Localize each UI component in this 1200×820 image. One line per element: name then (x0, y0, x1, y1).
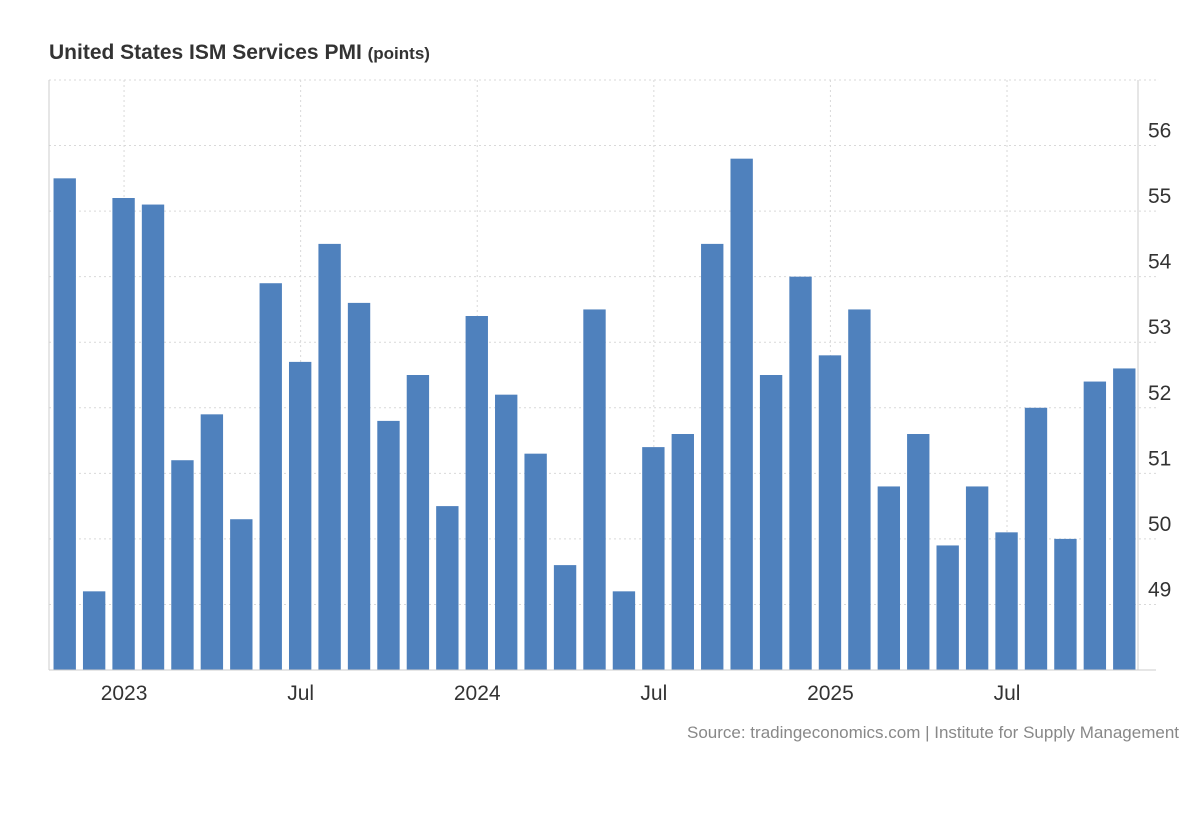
chart-title: United States ISM Services PMI (points) (49, 41, 430, 64)
x-tick-label: 2025 (807, 682, 854, 705)
bar (288, 361, 312, 670)
bar (995, 532, 1018, 670)
y-axis-ticks: 49 50 51 52 53 54 55 56 (1148, 120, 1172, 602)
bar (642, 447, 665, 670)
bar (436, 506, 459, 670)
bar (377, 420, 400, 670)
bar (612, 591, 636, 670)
bar (524, 453, 547, 670)
y-tick-label: 54 (1148, 251, 1172, 274)
x-tick-label: Jul (994, 682, 1021, 705)
bar (141, 204, 165, 671)
bars (53, 158, 1136, 671)
bar (848, 309, 871, 670)
bar (112, 198, 135, 670)
bar (200, 414, 224, 670)
y-tick-label: 49 (1148, 578, 1171, 601)
bar (347, 302, 371, 670)
bar (1054, 538, 1077, 670)
bar (1113, 368, 1136, 670)
y-tick-label: 56 (1148, 120, 1171, 143)
chart-unit: (points) (368, 44, 430, 63)
x-tick-label: Jul (287, 682, 314, 705)
source-label: Source: tradingeconomics.com | Institute… (687, 723, 1179, 742)
bar (465, 316, 488, 670)
bar (82, 591, 106, 670)
bar (818, 355, 842, 670)
bar (965, 486, 989, 670)
bar (230, 519, 253, 670)
y-tick-label: 53 (1148, 316, 1171, 339)
bar (318, 243, 341, 670)
bar (406, 375, 430, 670)
bar (936, 545, 959, 670)
bar (495, 394, 518, 670)
bar (1024, 407, 1048, 670)
bar (1083, 381, 1107, 670)
bar (907, 434, 930, 670)
bar (701, 243, 724, 670)
y-tick-label: 50 (1148, 513, 1171, 536)
y-tick-label: 52 (1148, 382, 1171, 405)
y-tick-label: 51 (1148, 447, 1171, 470)
bar (583, 309, 606, 670)
bar (553, 565, 577, 670)
bar (730, 158, 753, 670)
bar (759, 375, 783, 670)
axes (48, 80, 1156, 671)
x-axis-ticks: 2023 Jul 2024 Jul 2025 Jul (101, 682, 1021, 705)
bar (789, 276, 812, 670)
bar (877, 486, 901, 670)
bar (53, 178, 76, 671)
y-tick-label: 55 (1148, 185, 1171, 208)
bar (259, 283, 282, 670)
x-tick-label: 2024 (454, 682, 501, 705)
bar (671, 434, 694, 670)
x-tick-label: Jul (640, 682, 667, 705)
bar (171, 460, 194, 670)
x-tick-label: 2023 (101, 682, 148, 705)
